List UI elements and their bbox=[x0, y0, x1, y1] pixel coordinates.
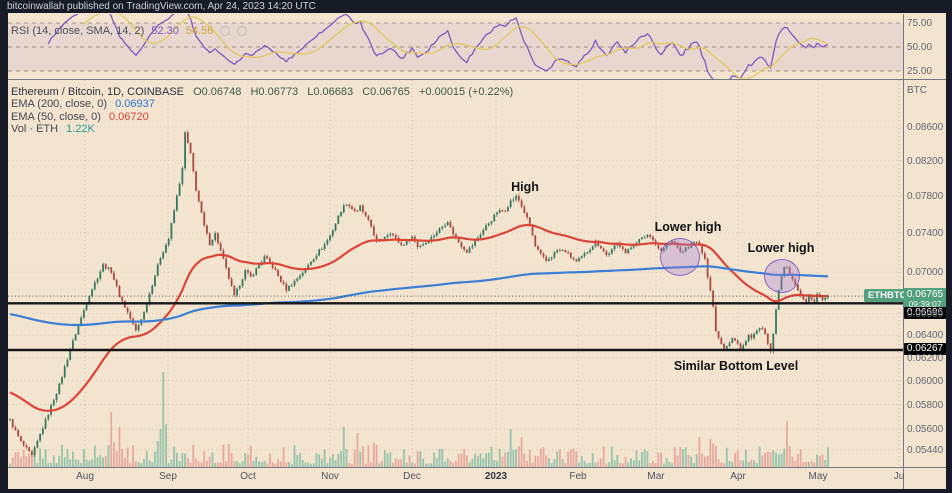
close-value: C0.06765 bbox=[362, 86, 410, 98]
open-value: O0.06748 bbox=[193, 86, 242, 98]
ema200-value: 0.06937 bbox=[115, 98, 155, 111]
ema50-row: EMA (50, close, 0) 0.06720 bbox=[11, 111, 519, 123]
ema50-value: 0.06720 bbox=[108, 110, 149, 123]
highlight-circle[interactable] bbox=[660, 238, 700, 276]
annotation-text[interactable]: High bbox=[511, 180, 539, 194]
volume-row: Vol · ETH 1.22K bbox=[11, 123, 519, 135]
volume-label: Vol · ETH bbox=[11, 123, 59, 136]
symbol-ohlc-row: Ethereum / Bitcoin, 1D, COINBASE O0.0674… bbox=[11, 86, 519, 98]
high-value: H0.06773 bbox=[250, 86, 299, 98]
symbol-title: Ethereum / Bitcoin, 1D, COINBASE bbox=[11, 86, 185, 98]
rsi-value: 52.30 bbox=[151, 25, 179, 37]
ema50-label: EMA (50, close, 0) bbox=[11, 110, 101, 123]
rsi-sma-value: 54.56 bbox=[185, 25, 214, 37]
change-value: +0.00015 (+0.22%) bbox=[418, 86, 514, 98]
ema200-label: EMA (200, close, 0) bbox=[11, 98, 107, 111]
annotation-text[interactable]: Lower high bbox=[747, 241, 815, 255]
rsi-pane-legend[interactable]: RSI (14, close, SMA, 14, 2) 52.30 54.56 bbox=[11, 25, 248, 37]
annotation-text[interactable]: Similar Bottom Level bbox=[673, 359, 799, 373]
settings-icon[interactable] bbox=[237, 26, 248, 36]
ema200-row: EMA (200, close, 0) 0.06937 bbox=[11, 98, 519, 110]
main-pane-legend[interactable]: Ethereum / Bitcoin, 1D, COINBASE O0.0674… bbox=[11, 86, 519, 136]
highlight-circle[interactable] bbox=[764, 259, 800, 293]
low-value: L0.06683 bbox=[307, 86, 354, 98]
annotation-text[interactable]: Lower high bbox=[654, 220, 722, 234]
volume-value: 1.22K bbox=[66, 123, 95, 136]
eye-icon[interactable] bbox=[220, 26, 231, 36]
rsi-indicator-label: RSI (14, close, SMA, 14, 2) bbox=[11, 25, 145, 37]
